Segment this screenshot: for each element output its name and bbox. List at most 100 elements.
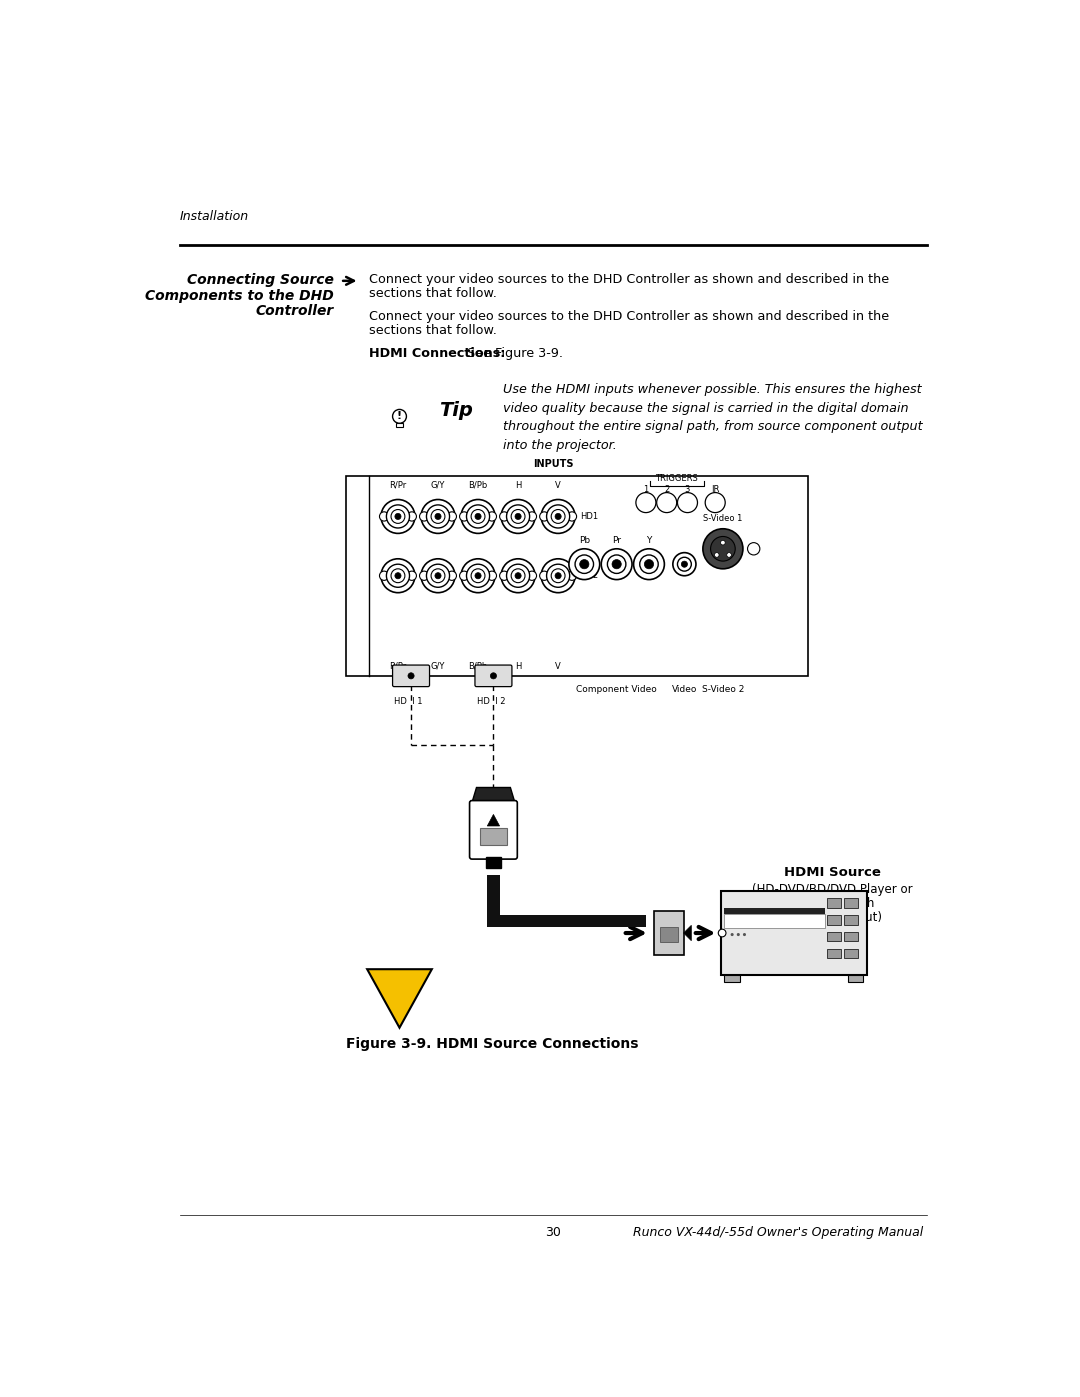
Circle shape (381, 559, 415, 592)
Text: sections that follow.: sections that follow. (368, 324, 497, 337)
Text: Figure 3-9. HDMI Source Connections: Figure 3-9. HDMI Source Connections (346, 1037, 638, 1051)
Circle shape (427, 564, 449, 587)
Circle shape (507, 564, 529, 587)
Circle shape (500, 511, 509, 521)
FancyBboxPatch shape (720, 891, 867, 975)
Bar (660, 926, 678, 942)
Circle shape (447, 511, 457, 521)
Bar (487, 915, 646, 926)
Circle shape (546, 564, 569, 587)
Polygon shape (487, 814, 500, 826)
Text: HD1: HD1 (580, 511, 598, 521)
Polygon shape (367, 970, 432, 1028)
Bar (843, 949, 858, 958)
Bar (843, 915, 858, 925)
Circle shape (435, 573, 441, 578)
FancyBboxPatch shape (470, 800, 517, 859)
Text: Video: Video (672, 685, 697, 694)
Text: H: H (515, 662, 522, 671)
Circle shape (391, 510, 405, 524)
Circle shape (718, 929, 726, 937)
Circle shape (677, 557, 691, 571)
Circle shape (657, 493, 677, 513)
FancyBboxPatch shape (486, 856, 501, 869)
Circle shape (421, 500, 455, 534)
Text: HD  I 2: HD I 2 (477, 697, 505, 707)
Circle shape (639, 555, 658, 573)
FancyBboxPatch shape (475, 665, 512, 686)
Circle shape (673, 553, 696, 576)
Circle shape (419, 511, 429, 521)
Text: S-Video 1: S-Video 1 (703, 514, 743, 524)
Text: See Figure 3-9.: See Figure 3-9. (462, 346, 563, 360)
Circle shape (387, 504, 409, 528)
Bar (481, 828, 507, 845)
Text: G/Y: G/Y (431, 662, 445, 671)
Circle shape (408, 673, 414, 679)
Circle shape (391, 569, 405, 583)
Text: B/Pb: B/Pb (469, 481, 488, 489)
Text: Runco VX-44d/-55d Owner's Operating Manual: Runco VX-44d/-55d Owner's Operating Manu… (633, 1227, 923, 1239)
Circle shape (567, 571, 577, 580)
Circle shape (681, 562, 688, 567)
Circle shape (527, 511, 537, 521)
Circle shape (461, 500, 495, 534)
Circle shape (407, 511, 417, 521)
Circle shape (555, 513, 562, 520)
Circle shape (645, 560, 653, 569)
Circle shape (743, 933, 746, 936)
Circle shape (515, 513, 522, 520)
Bar (725, 975, 740, 982)
Circle shape (747, 542, 760, 555)
Circle shape (392, 409, 406, 423)
Bar (843, 898, 858, 908)
Circle shape (395, 513, 401, 520)
Polygon shape (684, 925, 691, 940)
Text: V: V (555, 481, 561, 489)
Circle shape (475, 573, 481, 578)
Circle shape (467, 564, 489, 587)
Text: Connect your video sources to the DHD Controller as shown and described in the: Connect your video sources to the DHD Co… (368, 310, 889, 323)
Circle shape (677, 493, 698, 513)
Circle shape (511, 510, 525, 524)
Circle shape (569, 549, 599, 580)
Bar (487, 875, 500, 921)
Circle shape (379, 571, 389, 580)
Bar (395, 422, 403, 427)
Circle shape (551, 510, 565, 524)
Circle shape (515, 573, 522, 578)
Circle shape (715, 553, 719, 557)
Text: S-Video 2: S-Video 2 (702, 685, 744, 694)
Text: Connect your video sources to the DHD Controller as shown and described in the: Connect your video sources to the DHD Co… (368, 274, 889, 286)
Circle shape (711, 536, 735, 562)
Text: sections that follow.: sections that follow. (368, 286, 497, 300)
Circle shape (540, 511, 549, 521)
Text: Components to the DHD: Components to the DHD (146, 289, 334, 303)
Circle shape (471, 510, 485, 524)
Text: HD  I 1: HD I 1 (394, 697, 423, 707)
Text: Pr: Pr (612, 536, 621, 545)
Circle shape (720, 541, 725, 545)
Text: Controller: Controller (256, 305, 334, 319)
Circle shape (461, 559, 495, 592)
Bar (827, 932, 840, 942)
Circle shape (387, 564, 409, 587)
Bar (725, 914, 824, 928)
Text: R/Pr: R/Pr (389, 662, 406, 671)
Circle shape (541, 500, 575, 534)
Text: HD Tuner with: HD Tuner with (791, 897, 874, 909)
Bar (827, 915, 840, 925)
Circle shape (421, 559, 455, 592)
FancyBboxPatch shape (392, 665, 430, 686)
Bar (827, 898, 840, 908)
Circle shape (381, 500, 415, 534)
Circle shape (730, 933, 733, 936)
Circle shape (467, 504, 489, 528)
Circle shape (471, 569, 485, 583)
Text: 1: 1 (644, 485, 648, 495)
Circle shape (705, 493, 725, 513)
Circle shape (602, 549, 632, 580)
Circle shape (407, 571, 417, 580)
Circle shape (541, 559, 575, 592)
Text: HDMI Connections:: HDMI Connections: (368, 346, 505, 360)
